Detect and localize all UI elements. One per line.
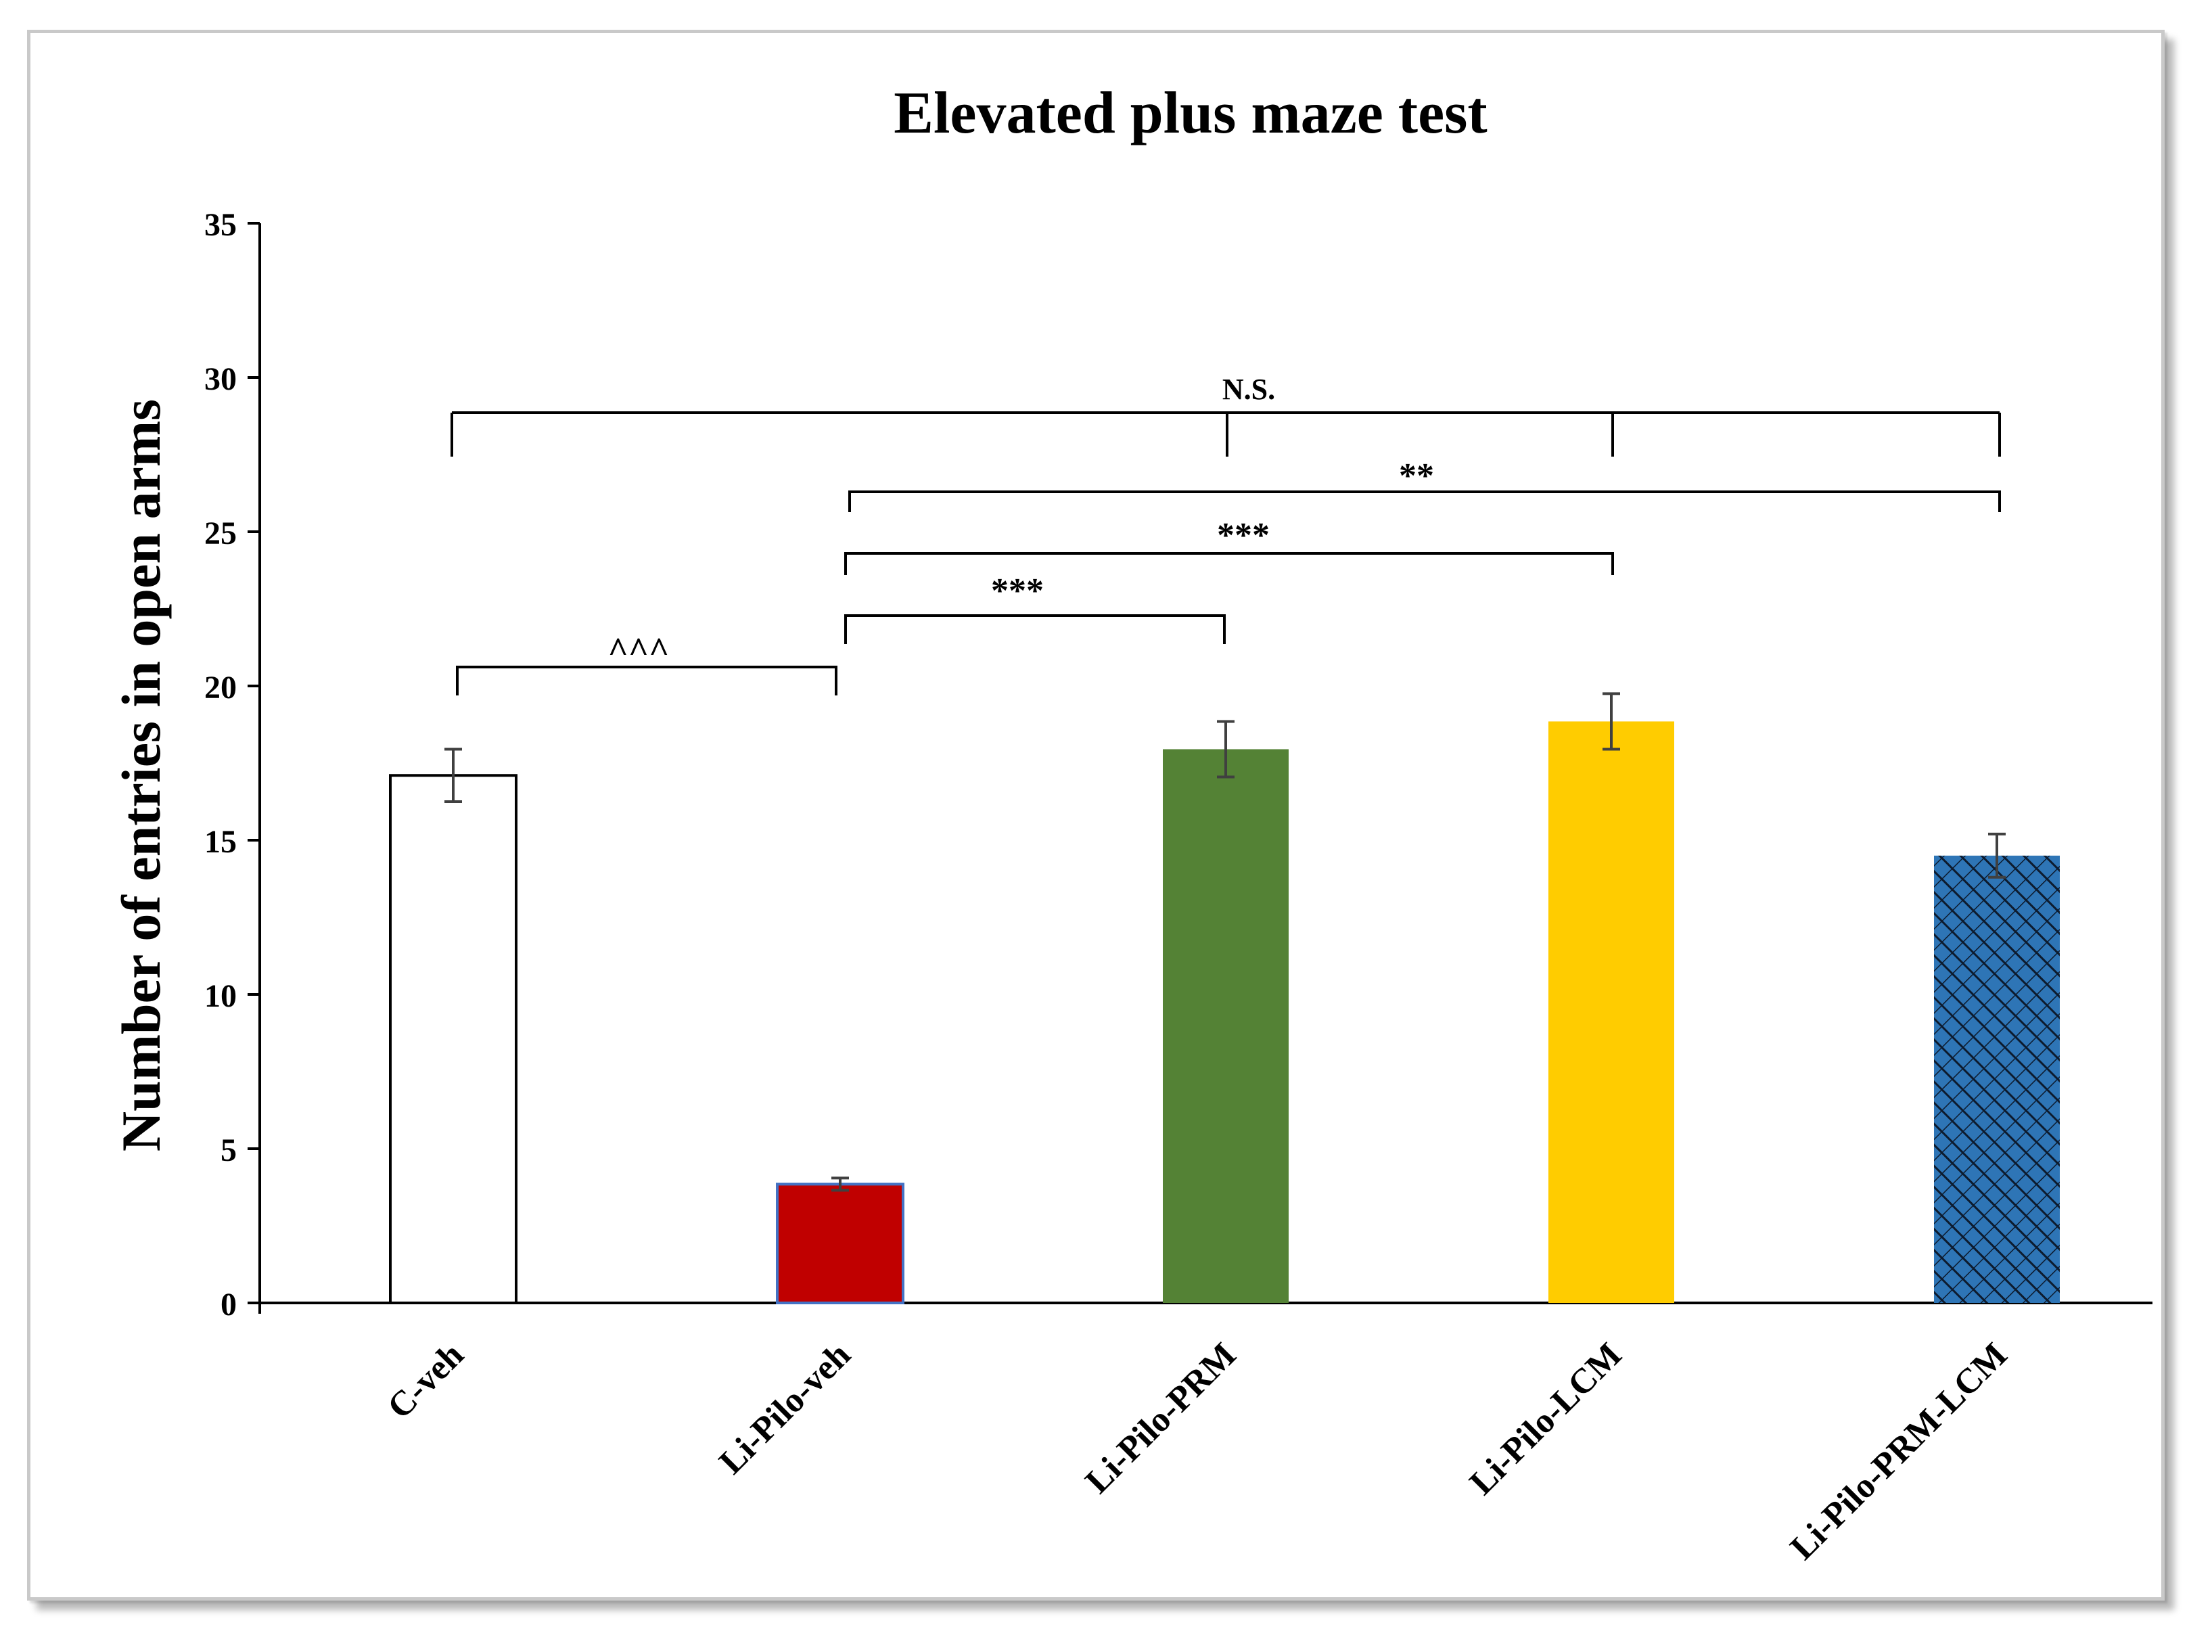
x-tick-label: C-veh <box>380 1335 471 1426</box>
y-tick-label: 15 <box>204 824 237 860</box>
y-axis-label: Number of entries in open arms <box>110 399 172 1151</box>
bars-group <box>389 692 2060 1304</box>
significance-label: *** <box>991 572 1044 610</box>
y-tick-label: 20 <box>204 670 237 706</box>
x-tick-labels: C-veh Li-Pilo-veh Li-Pilo-PRM Li-Pilo-LCM Li… <box>380 1335 2014 1567</box>
y-tick-label: 25 <box>204 515 237 551</box>
chart-title: Elevated plus maze test <box>894 81 1487 146</box>
bar-li-pilo-prm <box>1163 749 1289 1303</box>
significance-bracket <box>848 490 2001 512</box>
bar-c-veh <box>389 774 517 1304</box>
x-tick-label: Li-Pilo-LCM <box>1462 1335 1630 1502</box>
significance-label: *** <box>1217 516 1270 555</box>
chart-frame <box>27 30 2165 1601</box>
axes: 0 5 10 15 20 25 30 35 <box>204 207 2152 1323</box>
y-tick-label: 0 <box>221 1287 237 1323</box>
significance-bracket <box>844 552 1614 575</box>
x-tick-label: Li-Pilo-PRM-LCM <box>1783 1335 2015 1567</box>
bar-li-pilo-veh <box>776 1183 904 1304</box>
significance-bracket <box>456 666 837 695</box>
y-tick-label: 5 <box>221 1132 237 1168</box>
x-tick-label: Li-Pilo-PRM <box>1078 1335 1244 1501</box>
y-tick-label: 35 <box>204 207 237 243</box>
significance-bracket <box>844 614 1226 644</box>
significance-label-ns: N.S. <box>1222 373 1275 406</box>
y-tick-label: 30 <box>204 361 237 397</box>
significance-label: ** <box>1399 457 1434 495</box>
y-tick-label: 10 <box>204 978 237 1014</box>
significance-brackets: ^^^********N.S. <box>451 373 2001 695</box>
bar-li-pilo-lcm <box>1548 721 1674 1303</box>
x-tick-label: Li-Pilo-veh <box>712 1335 858 1482</box>
significance-label: ^^^ <box>608 631 670 670</box>
bar-li-pilo-prm-lcm <box>1934 855 2060 1303</box>
